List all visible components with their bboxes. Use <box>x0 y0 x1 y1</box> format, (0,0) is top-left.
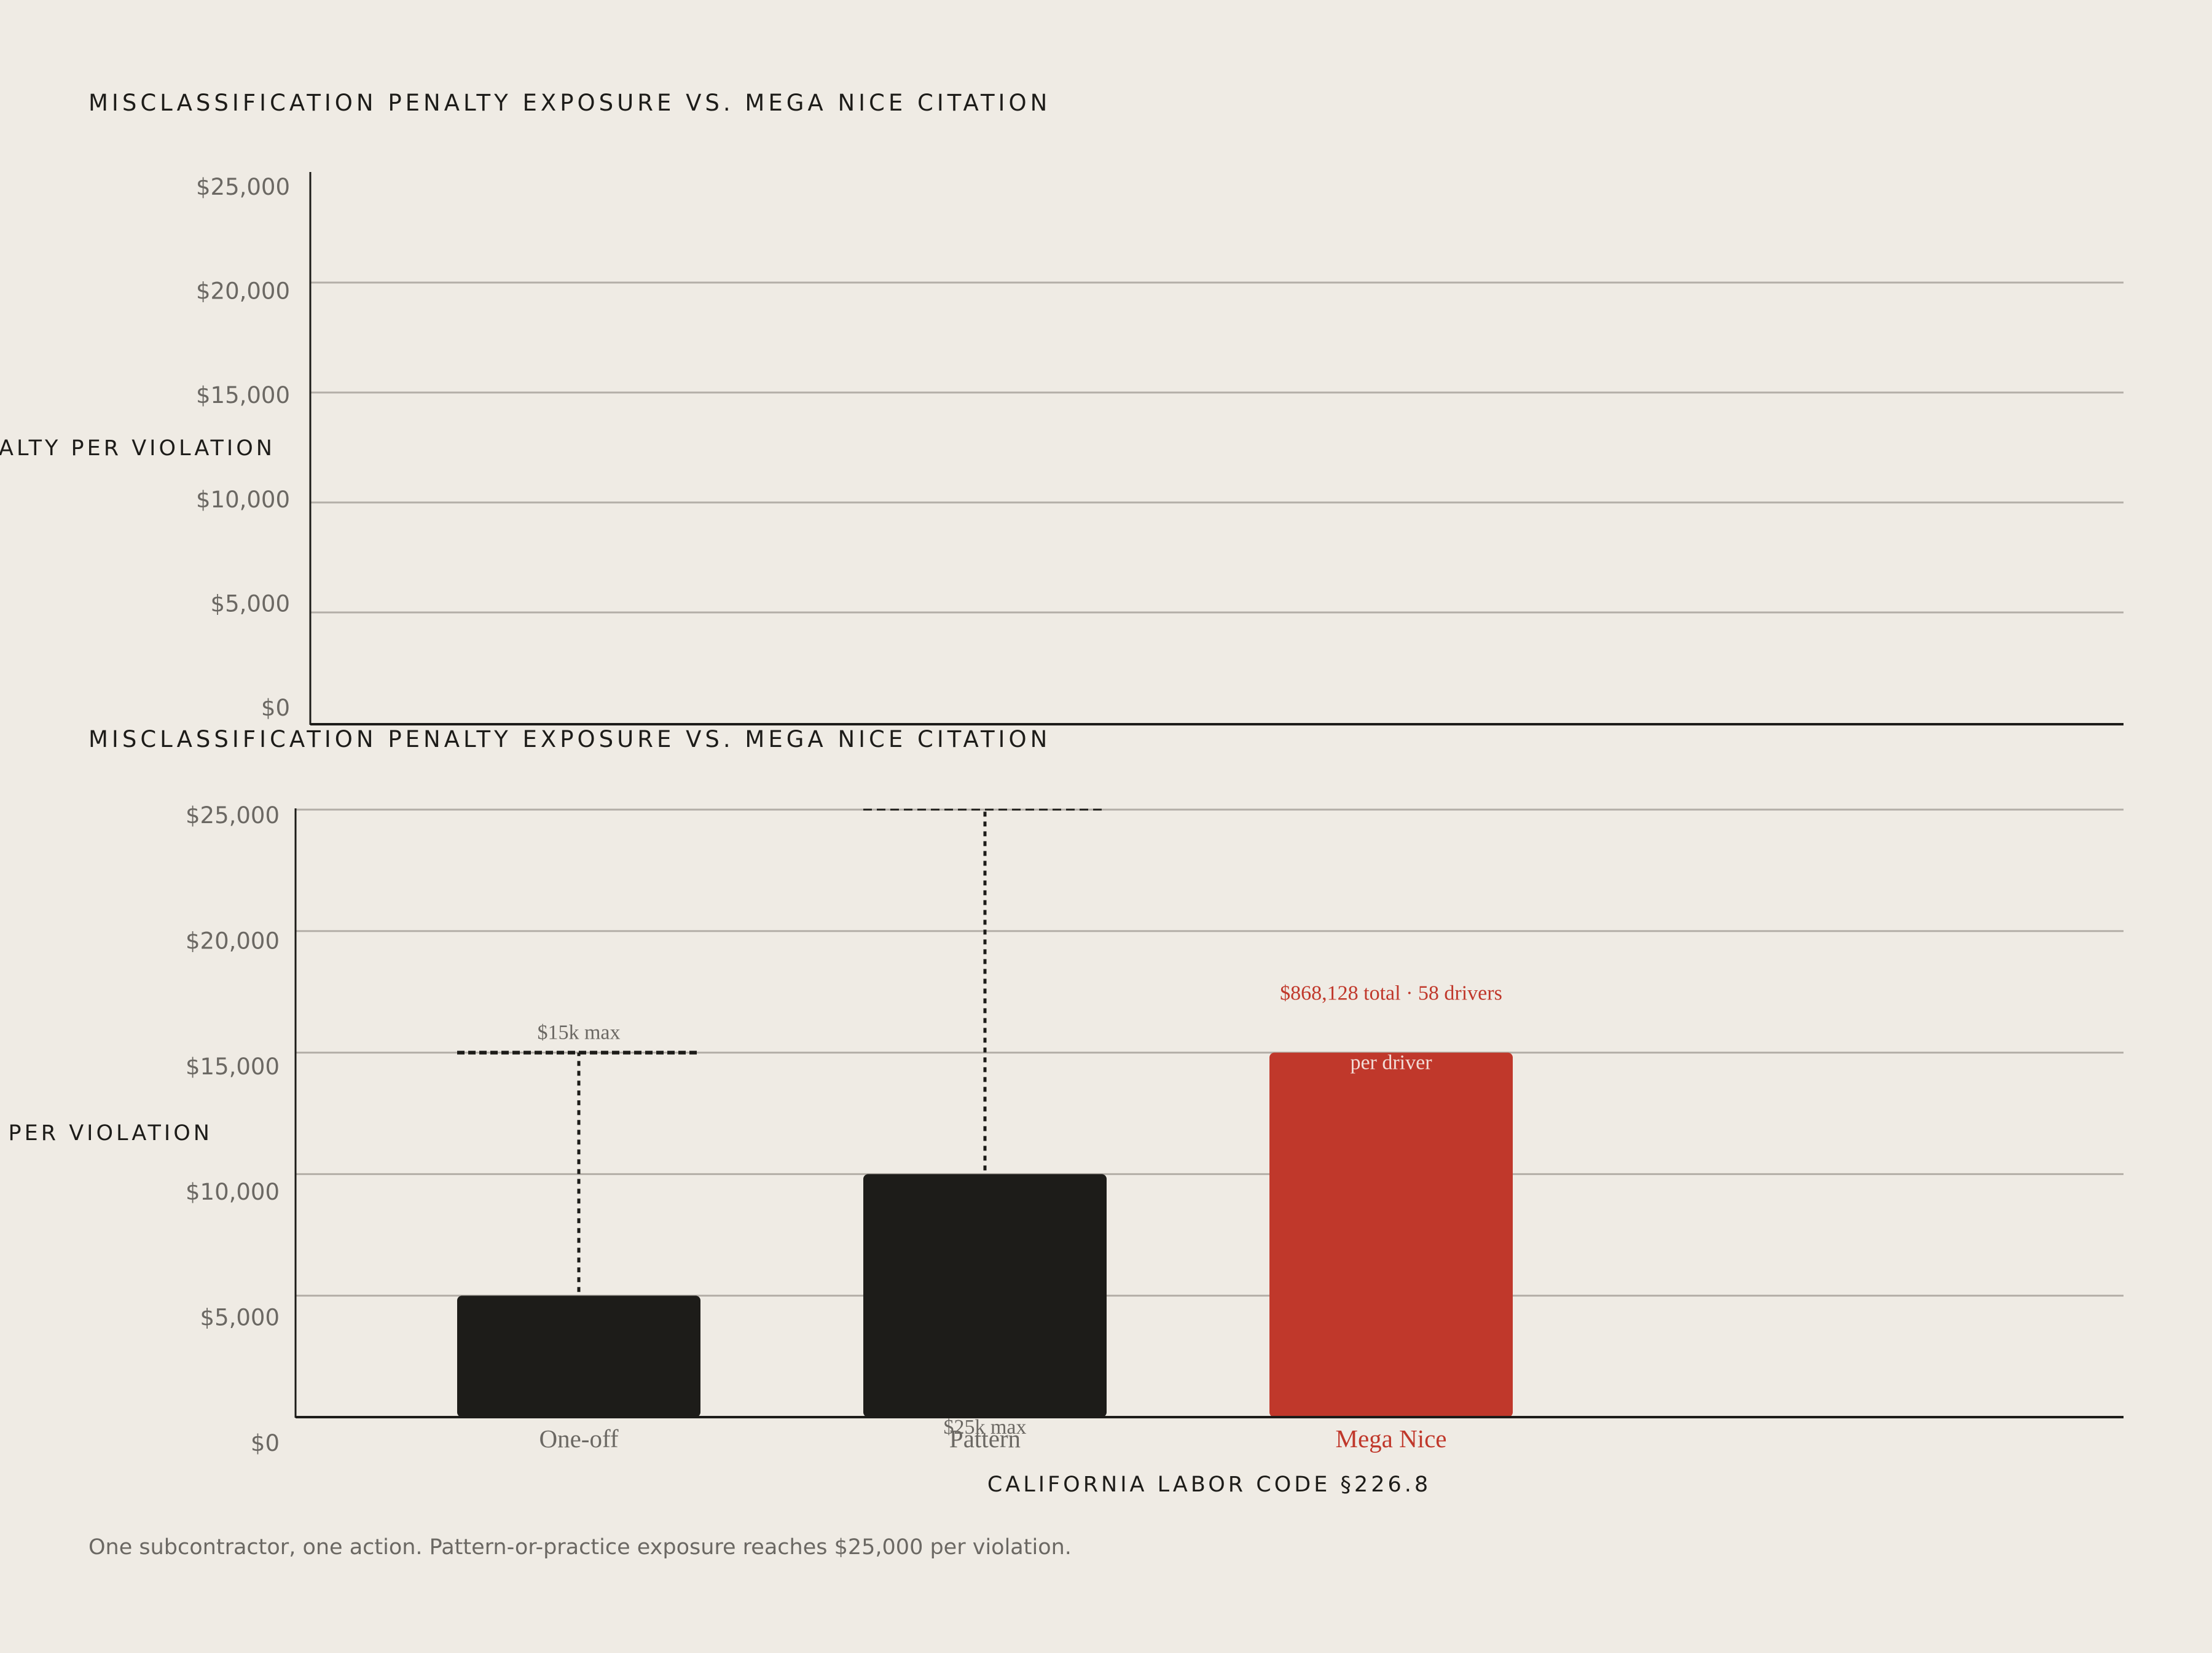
bottom-y-tick-label: $5,000 <box>200 1305 280 1331</box>
bar-pattern <box>863 1174 1107 1417</box>
top-y-tick-label: $25,000 <box>196 174 290 200</box>
per-driver-annotation: per driver <box>1350 1052 1432 1074</box>
category-label: One-off <box>539 1424 618 1453</box>
top-y-tick-label: $15,000 <box>196 382 290 408</box>
bottom-chart-panel: MISCLASSIFICATION PENALTY EXPOSURE VS. M… <box>0 726 2124 1497</box>
bottom-y-tick-label: $20,000 <box>186 928 280 954</box>
bottom-chart-category-labels: One-off Pattern Mega Nice <box>539 1424 1446 1453</box>
top-chart-y-axis-label: PENALTY PER VIOLATION <box>0 436 275 461</box>
category-label: Pattern <box>949 1424 1021 1453</box>
bottom-chart-bars <box>457 1052 1513 1417</box>
category-label: Mega Nice <box>1336 1424 1447 1453</box>
range-marker-pattern: $25k max <box>863 808 1107 1439</box>
bottom-chart-range-markers: $15k max $25k max <box>457 808 1107 1439</box>
range-marker-one-off: $15k max <box>457 1022 700 1292</box>
top-y-tick-label: $0 <box>261 695 290 721</box>
bottom-chart-x-axis-label: CALIFORNIA LABOR CODE §226.8 <box>987 1472 1431 1497</box>
top-y-tick-label: $10,000 <box>196 487 290 513</box>
bottom-chart-annotations: $868,128 total · 58 drivers per driver <box>1280 982 1502 1074</box>
top-chart-gridlines <box>310 281 2124 614</box>
bottom-chart-y-axis-label: PENALTY PER VIOLATION <box>0 1121 213 1146</box>
range-label: $15k max <box>537 1022 620 1044</box>
bottom-chart-y-ticks: $0 $5,000 $10,000 $15,000 $20,000 $25,000 <box>186 802 280 1456</box>
bottom-y-tick-label: $25,000 <box>186 802 280 829</box>
top-chart-y-ticks: $0 $5,000 $10,000 $15,000 $20,000 $25,000 <box>196 174 290 721</box>
top-chart-panel: MISCLASSIFICATION PENALTY EXPOSURE VS. M… <box>0 90 2124 725</box>
bar-one-off <box>457 1295 700 1417</box>
chart-caption: One subcontractor, one action. Pattern-o… <box>88 1535 1072 1560</box>
top-y-tick-label: $5,000 <box>211 590 290 617</box>
bottom-chart-title: MISCLASSIFICATION PENALTY EXPOSURE VS. M… <box>88 726 1051 752</box>
range-label: $25k max <box>943 1416 1026 1439</box>
total-annotation: $868,128 total · 58 drivers <box>1280 982 1502 1005</box>
top-chart-title: MISCLASSIFICATION PENALTY EXPOSURE VS. M… <box>88 90 1051 116</box>
bottom-y-tick-label: $0 <box>251 1430 280 1456</box>
top-y-tick-label: $20,000 <box>196 278 290 305</box>
bar-mega-nice <box>1269 1052 1513 1417</box>
bottom-y-tick-label: $10,000 <box>186 1179 280 1205</box>
bottom-y-tick-label: $15,000 <box>186 1053 280 1080</box>
